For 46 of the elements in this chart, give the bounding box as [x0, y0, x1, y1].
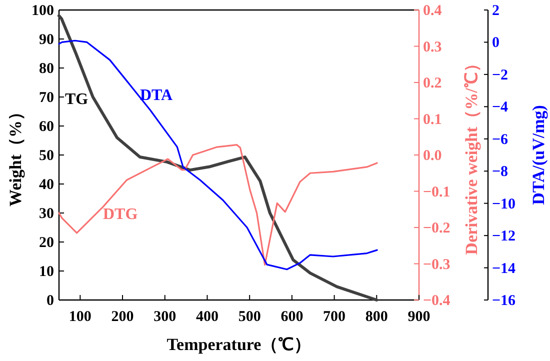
series-label: DTA	[140, 87, 174, 104]
y2-axis-title: Derivative weight（%/℃）	[462, 55, 481, 255]
y2-tick-label: −0.2	[423, 220, 450, 236]
y3-tick-label: −12	[492, 228, 516, 245]
y3-tick-label: −4	[492, 100, 509, 116]
y2-tick-label: −0.1	[423, 184, 450, 200]
x-axis-title: Temperature（℃）	[166, 335, 312, 354]
series-label: DTG	[103, 206, 138, 223]
y-tick-label: 20	[39, 235, 54, 251]
x-tick-label: 500	[238, 309, 261, 325]
y3-tick-label: −8	[492, 164, 508, 180]
y-tick-label: 70	[39, 90, 54, 106]
y-tick-label: 40	[39, 177, 54, 193]
series-label: TG	[65, 91, 89, 108]
x-tick-label: 800	[365, 309, 388, 325]
y3-tick-label: −2	[492, 67, 508, 84]
x-tick-label: 700	[323, 309, 346, 325]
y3-tick-label: −16	[492, 293, 516, 309]
x-tick-label: 100	[68, 309, 92, 325]
y2-tick-label: 0.1	[423, 112, 442, 128]
y-tick-label: 90	[39, 32, 54, 48]
y-tick-label: 0	[46, 293, 54, 309]
y-tick-label: 60	[39, 119, 54, 135]
y-tick-label: 10	[39, 264, 54, 280]
y-tick-label: 30	[39, 206, 54, 222]
x-tick-label: 600	[280, 309, 304, 325]
y3-tick-label: 2	[492, 3, 500, 19]
y-axis-title: Weight（%）	[6, 104, 25, 206]
y3-tick-label: −6	[492, 132, 509, 148]
y2-tick-label: 0.0	[423, 148, 442, 164]
y-tick-label: 50	[39, 148, 54, 164]
x-tick-label: 400	[196, 309, 218, 325]
y3-tick-label: 0	[492, 35, 500, 52]
y2-tick-label: 0.2	[423, 76, 442, 92]
y2-tick-label: −0.4	[423, 293, 451, 309]
x-tick-label: 200	[111, 309, 134, 325]
y3-tick-label: −10	[492, 196, 516, 212]
y2-tick-label: 0.3	[423, 39, 442, 56]
y-tick-label: 100	[32, 3, 54, 19]
x-tick-label: 900	[408, 309, 430, 325]
y2-tick-label: 0.4	[423, 3, 442, 19]
y2-tick-label: −0.3	[423, 256, 450, 273]
y3-tick-label: −14	[492, 260, 516, 277]
x-tick-label: 300	[154, 309, 176, 325]
y3-axis-title: DTA/(uV/mg)	[529, 105, 548, 205]
y-tick-label: 80	[39, 61, 54, 77]
